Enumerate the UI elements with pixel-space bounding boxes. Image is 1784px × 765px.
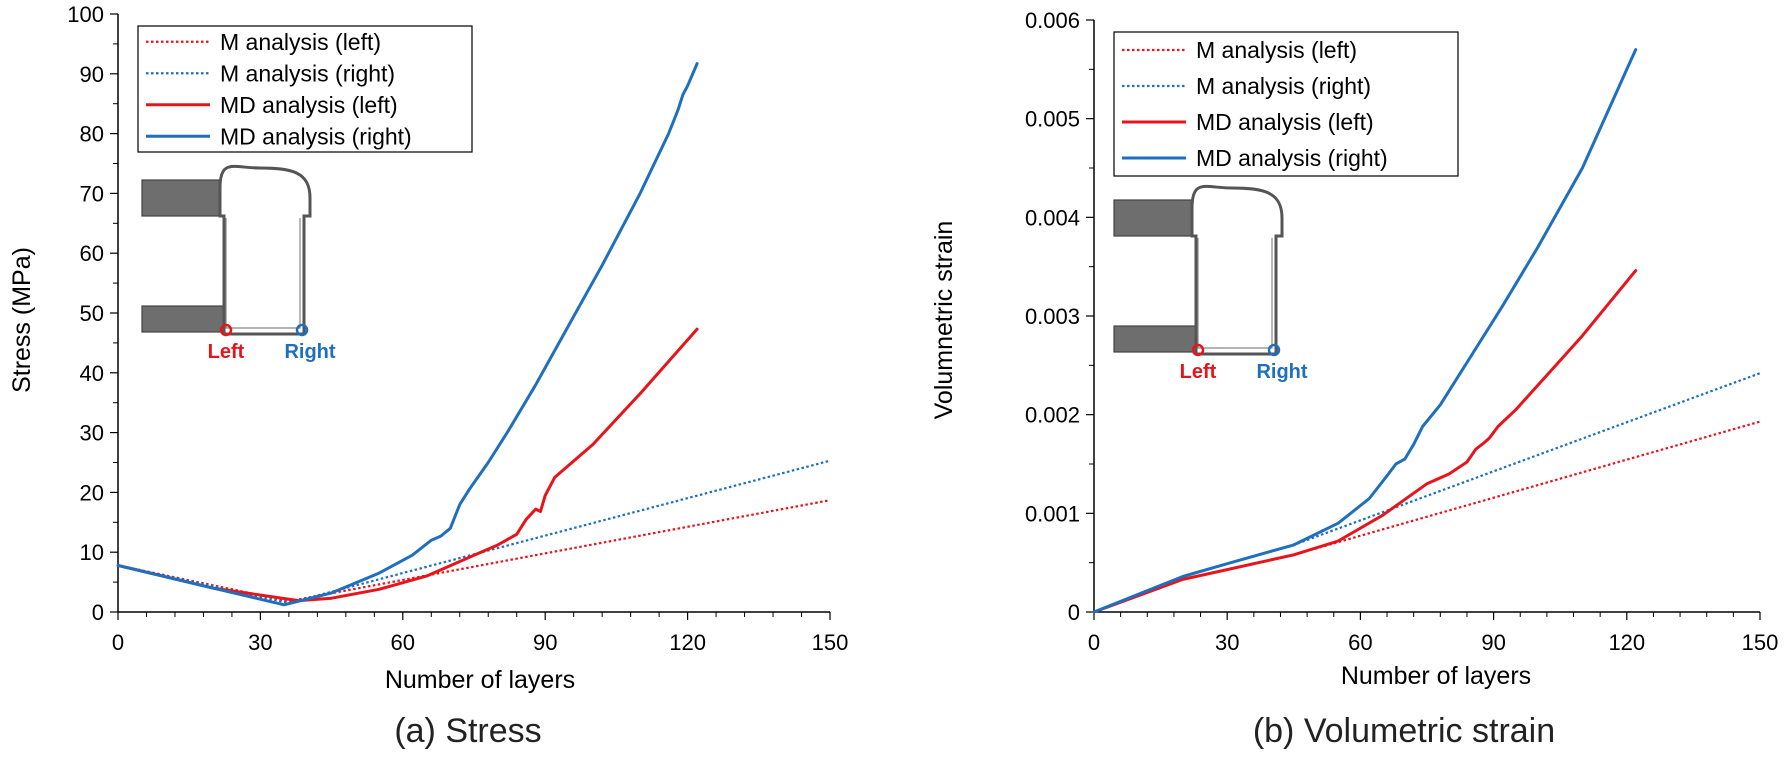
y-axis-title: Stress (MPa) [8,247,36,393]
inset-right-label: Right [1256,361,1307,383]
x-tick-label: 30 [1215,630,1239,655]
x-tick-label: 60 [1348,630,1372,655]
x-tick-label: 60 [391,630,415,655]
y-tick-label: 0.005 [1025,107,1080,132]
inset-upper-beam [1113,199,1193,237]
legend-entry-label: M analysis (left) [1196,37,1357,63]
y-tick-label: 10 [80,540,104,565]
series-line-md-analysis-left [116,327,699,603]
legend-entry-label: MD analysis (left) [1196,109,1374,135]
y-tick-label: 0.003 [1025,304,1080,329]
legend-entry-label: MD analysis (right) [1196,145,1388,171]
inset-lower-beam [1113,325,1197,353]
inset-right-point-marker [1267,343,1281,357]
y-axis-title: Volumnetric strain [930,221,958,420]
y-tick-label: 20 [80,480,104,505]
legend-entry-label: M analysis (right) [1196,73,1371,99]
x-axis-title: Number of layers [1341,662,1531,690]
y-tick-label: 50 [80,301,104,326]
x-tick-label: 90 [533,630,557,655]
inset-wall-outline [218,164,312,336]
x-tick-label: 120 [1608,630,1645,655]
x-tick-label: 0 [1088,630,1100,655]
inset-left-label: Left [208,341,245,363]
series-line-md-analysis-right [116,62,699,607]
y-tick-label: 70 [80,181,104,206]
legend-entry-label: MD analysis (left) [220,92,398,118]
chart-caption: (b) Volumetric strain [1253,712,1555,750]
chart-caption: (a) Stress [394,712,541,750]
legend: M analysis (left) M analysis (right) MD an… [137,25,473,153]
inset-left-point-marker [219,323,233,337]
series-line-md-analysis-right [1092,48,1638,614]
inset-wall-outline [1190,184,1284,356]
y-tick-label: 0.006 [1025,8,1080,33]
x-tick-label: 120 [669,630,706,655]
x-axis-title: Number of layers [385,666,575,694]
legend-entry-label: M analysis (right) [220,60,395,86]
legend-entry-label: M analysis (left) [220,29,381,55]
series-line-m-analysis-left [117,499,831,603]
y-tick-label: 0.001 [1025,501,1080,526]
inset-right-label: Right [284,341,335,363]
y-tick-label: 30 [80,421,104,446]
inset-left-label: Left [1180,361,1217,383]
inset-inner-line [1197,238,1273,349]
y-tick-label: 40 [80,361,104,386]
inset-structure-diagram: Left Right [141,164,336,363]
series-line-md-analysis-left [1092,269,1638,614]
inset-right-point-marker [295,323,309,337]
y-tick-label: 0 [92,600,104,625]
chart-volumetric-strain: 0 30 60 90 120 150 0 0.001 0.002 0.003 0.004 0.005 0… [930,8,1778,750]
series-line-m-analysis-left [1093,420,1761,614]
legend-box [1113,31,1459,177]
y-tick-label: 0.002 [1025,403,1080,428]
y-tick-label: 80 [80,122,104,147]
inset-left-point-marker [1191,343,1205,357]
y-tick-label: 90 [80,62,104,87]
y-tick-label: 60 [80,241,104,266]
inset-structure-diagram: Left Right [1113,184,1308,383]
x-tick-label: 0 [112,630,124,655]
y-tick-label: 0.004 [1025,205,1080,230]
inset-lower-beam [141,305,225,333]
x-tick-label: 90 [1481,630,1505,655]
x-tick-label: 150 [1742,630,1779,655]
inset-inner-line [225,218,301,329]
y-tick-label: 100 [67,2,104,27]
legend-box [137,25,473,153]
x-tick-label: 150 [812,630,849,655]
inset-upper-beam [141,179,221,217]
legend-entry-label: MD analysis (right) [220,123,412,149]
x-tick-label: 30 [248,630,272,655]
legend: M analysis (left) M analysis (right) MD an… [1113,31,1459,177]
chart-stress: 0 30 60 90 120 150 0 10 20 30 40 50 60 70 80 90 100 Numbe… [8,2,848,750]
y-tick-label: 0 [1068,600,1080,625]
